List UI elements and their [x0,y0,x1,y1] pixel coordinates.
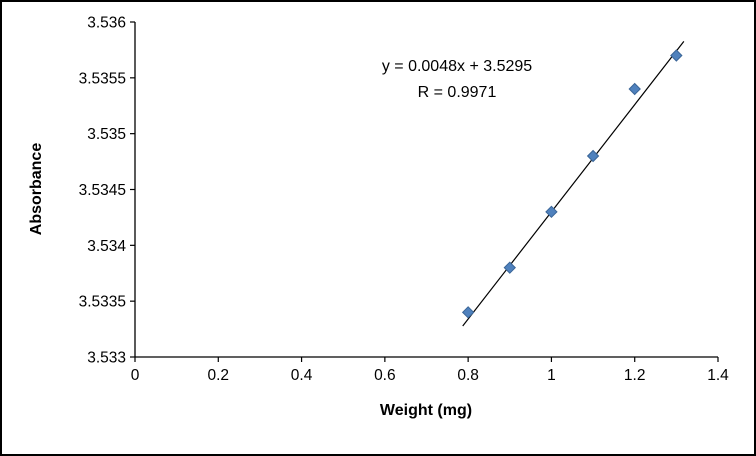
data-point-marker [586,149,600,163]
trendline-equation-text: y = 0.0048x + 3.5295 [381,58,533,75]
y-tick-label: 3.535 [87,126,126,143]
data-point-marker [628,82,641,96]
y-tick-label: 3.5345 [79,182,126,199]
y-tick-label: 3.5335 [79,294,126,311]
x-axis-title: Weight (mg) [379,402,473,419]
data-point-marker [545,205,558,219]
x-tick-label: 1.4 [707,367,729,384]
y-tick-label: 3.533 [87,350,126,367]
y-tick-label: 3.534 [87,238,126,255]
data-point-marker [503,261,516,274]
x-tick-label: 1.2 [624,367,646,384]
x-tick-label: 0.6 [374,367,396,384]
y-axis-title: Absorbance [28,142,45,236]
x-tick-label: 0.4 [291,367,313,384]
data-point-marker [461,306,475,319]
trendline-annotation: y = 0.0048x + 3.5295 R = 0.9971 [382,54,532,106]
x-tick-label: 0.8 [457,367,479,384]
data-point-marker [670,49,683,62]
trendline [462,41,685,327]
y-tick-label: 3.5355 [79,70,126,87]
y-tick-label: 3.536 [87,15,126,32]
x-tick-label: 1 [547,367,556,384]
x-tick-label: 0.2 [208,367,230,384]
x-tick-label: 0 [131,367,140,384]
r-value-text: R = 0.9971 [417,84,497,101]
